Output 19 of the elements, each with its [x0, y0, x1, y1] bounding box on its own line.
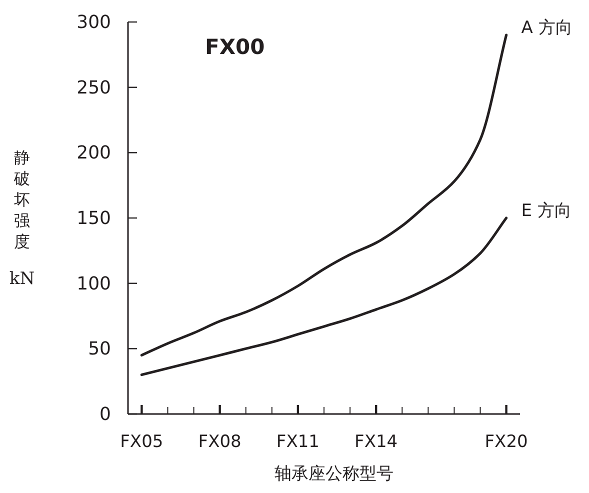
- line-series: [140, 216, 508, 376]
- y-tick-label: 50: [88, 338, 111, 360]
- y-tick-label: 150: [76, 208, 111, 229]
- line-series: [140, 34, 508, 356]
- y-tick-label: 200: [76, 142, 111, 164]
- text: FX00: [205, 35, 265, 59]
- x-axis-title: 轴承座公称型号: [274, 464, 394, 484]
- x-tick-label: FX05: [120, 432, 164, 452]
- y-axis-title: 静破坏强度 kN: [9, 148, 35, 289]
- y-tick-label: 300: [76, 12, 111, 33]
- series-label: E 方向: [521, 201, 572, 221]
- y-tick-label: 250: [76, 77, 111, 98]
- x-tick-label: FX11: [276, 432, 320, 452]
- x-tick-label: FX14: [354, 432, 398, 452]
- y-tick-label: 0: [100, 404, 111, 425]
- y-tick-label: 100: [76, 273, 111, 294]
- series-label: A 方向: [521, 18, 572, 38]
- x-tick-label: FX20: [484, 432, 528, 452]
- x-tick-label: FX08: [198, 432, 242, 452]
